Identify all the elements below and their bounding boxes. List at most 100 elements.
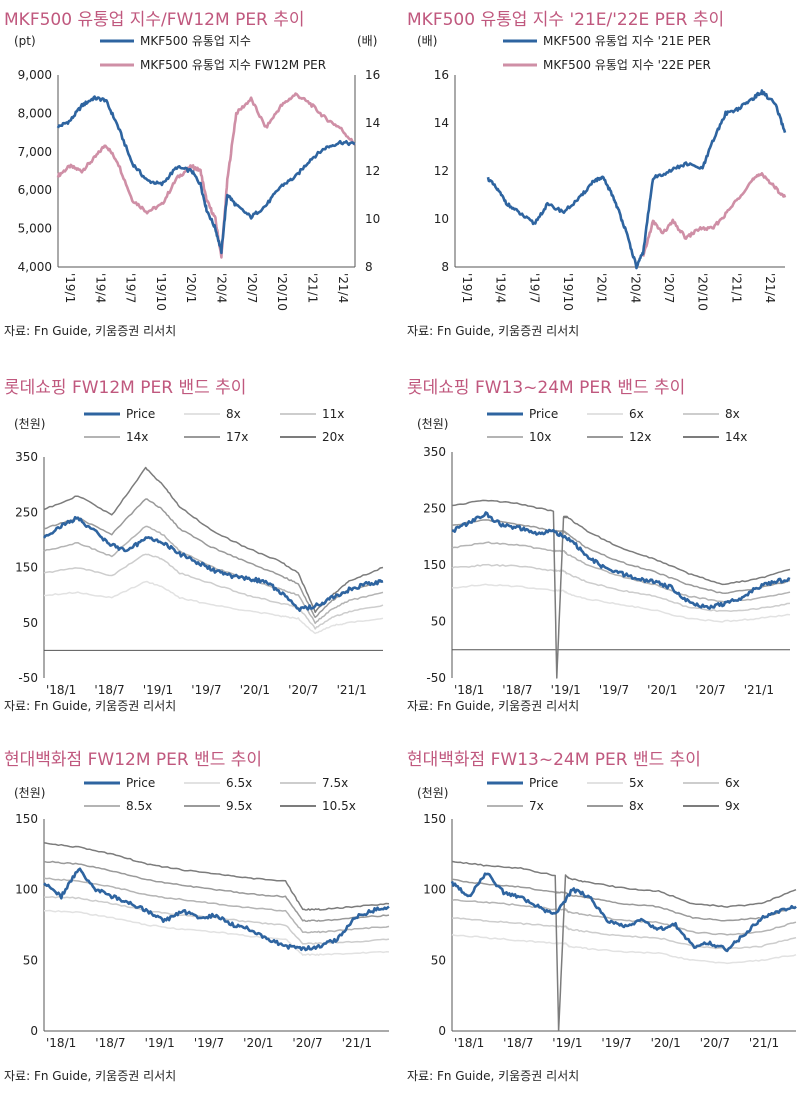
chart-title: 롯데쇼핑 FW13~24M PER 밴드 추이 [407, 378, 685, 398]
x-tick-label: '19/1 [552, 1036, 582, 1050]
series-line [451, 519, 791, 594]
legend-label: 8x [226, 407, 241, 421]
x-tick-label: '18/1 [454, 683, 484, 697]
y-tick-label: 50 [431, 953, 446, 967]
y-tick-label: 0 [438, 1024, 446, 1038]
chart-1: MKF500 유통업 지수/FW12M PER 추이 9,000 8,000 7,00… [4, 10, 380, 338]
source-note: 자료: Fn Guide, 키움증권 리서치 [4, 699, 176, 713]
legend-label: 12x [629, 430, 651, 444]
legend-label: 20x [322, 430, 344, 444]
series-line [451, 860, 797, 1032]
x-tick-label: '21/1 [749, 1036, 779, 1050]
y-unit-label: (천원) [417, 416, 448, 431]
x-tick-label: '20/7 [288, 683, 318, 697]
series-line [43, 860, 390, 923]
y-tick-label: 350 [423, 445, 446, 459]
series-line [641, 172, 787, 257]
chart-title: MKF500 유통업 지수/FW12M PER 추이 [4, 10, 305, 30]
legend-label: 6.5x [226, 776, 252, 790]
series-line [451, 563, 791, 613]
legend-label: 8x [629, 799, 644, 813]
chart-5: 현대백화점 FW12M PER 밴드 추이 150 100 50 0 (천원) '18/1 '… [4, 750, 390, 1083]
y2-tick-label: 8 [365, 260, 373, 274]
legend-label: 7.5x [322, 776, 348, 790]
y-tick-label: -50 [18, 671, 38, 685]
series-line [43, 842, 390, 911]
y-tick-label: 8 [441, 260, 449, 274]
x-tick-label: '21/4 [763, 273, 777, 303]
x-tick-label: '19/1 [460, 273, 474, 303]
x-tick-label: '18/7 [502, 683, 532, 697]
x-tick-label: '19/7 [191, 683, 221, 697]
legend-label: Price [126, 407, 155, 421]
x-tick-label: '20/10 [275, 273, 289, 311]
y-tick-label: 10 [434, 212, 449, 226]
series-line [451, 878, 797, 922]
chart-4: 롯데쇼핑 FW13~24M PER 밴드 추이 350 250 150 50 -50 (천원… [407, 378, 791, 713]
y-tick-label: 5,000 [18, 222, 52, 236]
x-tick-label: '18/1 [454, 1036, 484, 1050]
y-tick-label: 0 [30, 1024, 38, 1038]
chart-title: MKF500 유통업 지수 '21E/'22E PER 추이 [407, 10, 724, 30]
legend-label: 8x [725, 407, 740, 421]
y-tick-label: 14 [434, 116, 449, 130]
x-tick-label: '20/7 [700, 1036, 730, 1050]
series-line [486, 89, 787, 270]
y-tick-label: 12 [434, 164, 449, 178]
y-tick-label: 150 [15, 812, 38, 826]
y-tick-label: 250 [15, 505, 38, 519]
y-unit-label: (배) [417, 34, 437, 48]
y-tick-label: -50 [426, 671, 446, 685]
legend-label: 8.5x [126, 799, 152, 813]
y-tick-label: 350 [15, 450, 38, 464]
source-note: 자료: Fn Guide, 키움증권 리서치 [4, 324, 176, 338]
y-tick-label: 100 [15, 883, 38, 897]
x-tick-label: '19/4 [93, 273, 107, 303]
y2-tick-label: 14 [365, 116, 380, 130]
x-tick-label: '19/10 [154, 273, 168, 311]
series-line [56, 92, 356, 259]
x-tick-label: '19/7 [599, 683, 629, 697]
x-tick-label: '20/1 [243, 1036, 273, 1050]
y-tick-label: 150 [423, 812, 446, 826]
x-tick-label: '20/1 [184, 273, 198, 303]
x-tick-label: '19/1 [63, 273, 77, 303]
x-tick-label: '20/1 [647, 683, 677, 697]
source-note: 자료: Fn Guide, 키움증권 리서치 [4, 1069, 176, 1083]
legend-label: 11x [322, 407, 344, 421]
legend-label: MKF500 유통업 지수 '22E PER [543, 58, 711, 72]
legend-label: MKF500 유통업 지수 FW12M PER [140, 58, 326, 72]
series-line [43, 466, 384, 614]
legend-label: 9.5x [226, 799, 252, 813]
x-tick-label: '20/4 [215, 273, 229, 303]
y2-tick-label: 12 [365, 164, 380, 178]
legend-label: 5x [629, 776, 644, 790]
y-tick-label: 8,000 [18, 106, 52, 120]
series-line [451, 933, 797, 965]
series-line [44, 909, 390, 957]
y-tick-label: 4,000 [18, 260, 52, 274]
x-tick-label: '18/7 [503, 1036, 533, 1050]
y-tick-label: 250 [423, 502, 446, 516]
y-tick-label: 150 [15, 561, 38, 575]
y-tick-label: 50 [23, 953, 38, 967]
y-unit-label: (천원) [14, 785, 45, 800]
source-note: 자료: Fn Guide, 키움증권 리서치 [407, 699, 579, 713]
y-tick-label: 7,000 [18, 145, 52, 159]
x-tick-label: '21/1 [305, 273, 319, 303]
x-tick-label: '20/7 [662, 273, 676, 303]
x-tick-label: '20/1 [240, 683, 270, 697]
x-tick-label: '19/4 [494, 273, 508, 303]
series-line [451, 511, 791, 610]
y-tick-label: 6,000 [18, 183, 52, 197]
x-tick-label: '18/7 [95, 1036, 125, 1050]
x-tick-label: '21/1 [729, 273, 743, 303]
series-line [450, 872, 797, 953]
source-note: 자료: Fn Guide, 키움증권 리서치 [407, 1069, 579, 1083]
legend-label: Price [126, 776, 155, 790]
legend-label: MKF500 유통업 지수 [140, 34, 251, 48]
legend-label: 6x [725, 776, 740, 790]
y2-tick-label: 16 [365, 68, 380, 82]
legend-label: 7x [529, 799, 544, 813]
